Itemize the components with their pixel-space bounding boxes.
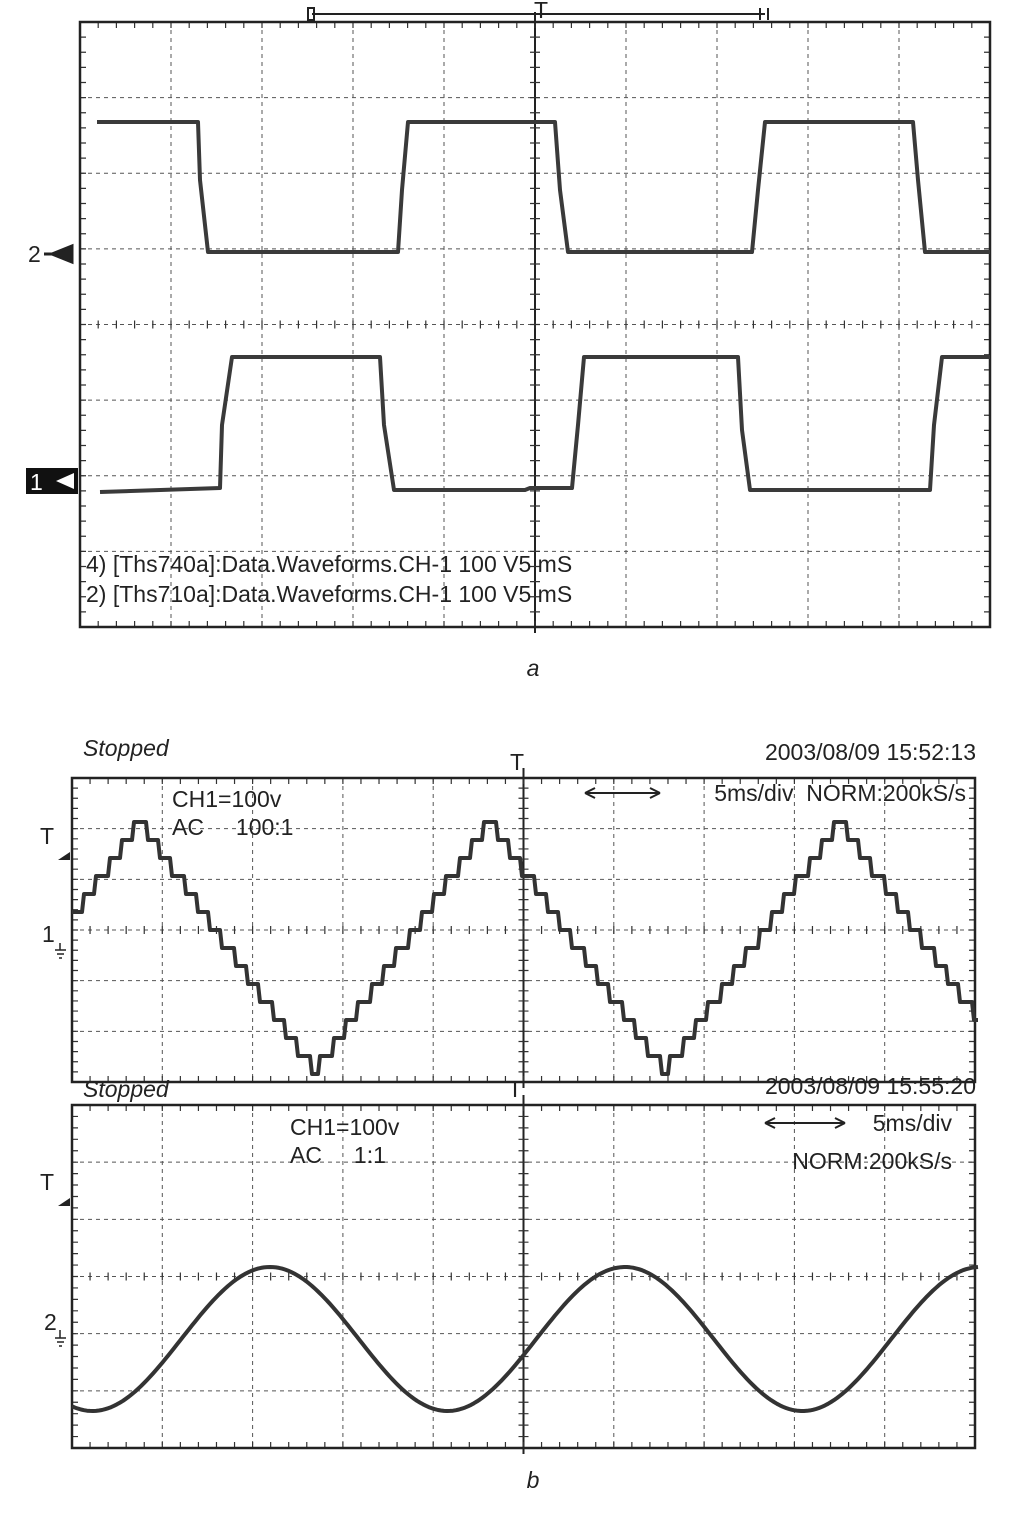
trigger-bar xyxy=(307,7,769,21)
timestamp: 2003/08/09 15:52:13 xyxy=(765,739,976,765)
ground-symbol xyxy=(55,943,66,959)
caption: a xyxy=(527,655,540,681)
timebase-arrow xyxy=(584,787,661,799)
timestamp: 2003/08/09 15:55:20 xyxy=(765,1073,976,1099)
legend-entry: 2) [Ths710a]:Data.Waveforms.CH-1 100 V5 … xyxy=(86,581,572,607)
screen-border xyxy=(70,1103,977,1450)
level-marker xyxy=(58,1198,70,1206)
trigger-label: T xyxy=(508,1076,522,1102)
waveform xyxy=(99,355,990,494)
channel-label: 2 xyxy=(44,1309,57,1335)
channel-label: 1 xyxy=(42,921,55,947)
setting: AC 1:1 xyxy=(290,1142,386,1168)
setting: CH1=100v xyxy=(290,1114,400,1140)
level-label: T xyxy=(40,823,54,849)
panel-b-bottom-screen xyxy=(70,1095,979,1454)
trigger-label: T xyxy=(534,0,548,23)
caption: b xyxy=(527,1467,540,1493)
waveform xyxy=(97,120,990,254)
channel-arrow xyxy=(44,243,74,265)
status: Stopped xyxy=(83,1076,170,1102)
ground-symbol xyxy=(55,1330,66,1347)
panel-a-screen xyxy=(78,12,992,633)
channel-arrow xyxy=(56,473,74,489)
channel-label: 1 xyxy=(30,469,43,495)
level-label: T xyxy=(40,1169,54,1195)
waveform xyxy=(72,820,978,1076)
panel-b-top-screen xyxy=(70,768,978,1088)
timebase-arrow xyxy=(764,1117,846,1129)
level-marker xyxy=(58,852,70,860)
timebase: 5ms/div NORM:200kS/s xyxy=(714,780,966,806)
sample-rate: NORM:200kS/s xyxy=(792,1148,952,1174)
timebase: 5ms/div xyxy=(873,1110,953,1136)
channel-label: 2 xyxy=(28,241,41,267)
screen-border xyxy=(70,776,977,1084)
screen-border xyxy=(78,20,992,629)
setting: CH1=100v xyxy=(172,786,282,812)
setting: AC 100:1 xyxy=(172,814,293,840)
legend-entry: 4) [Ths740a]:Data.Waveforms.CH-1 100 V5 … xyxy=(86,551,572,577)
waveform xyxy=(71,1265,979,1413)
trigger-label: T xyxy=(510,749,524,775)
status: Stopped xyxy=(83,735,170,761)
